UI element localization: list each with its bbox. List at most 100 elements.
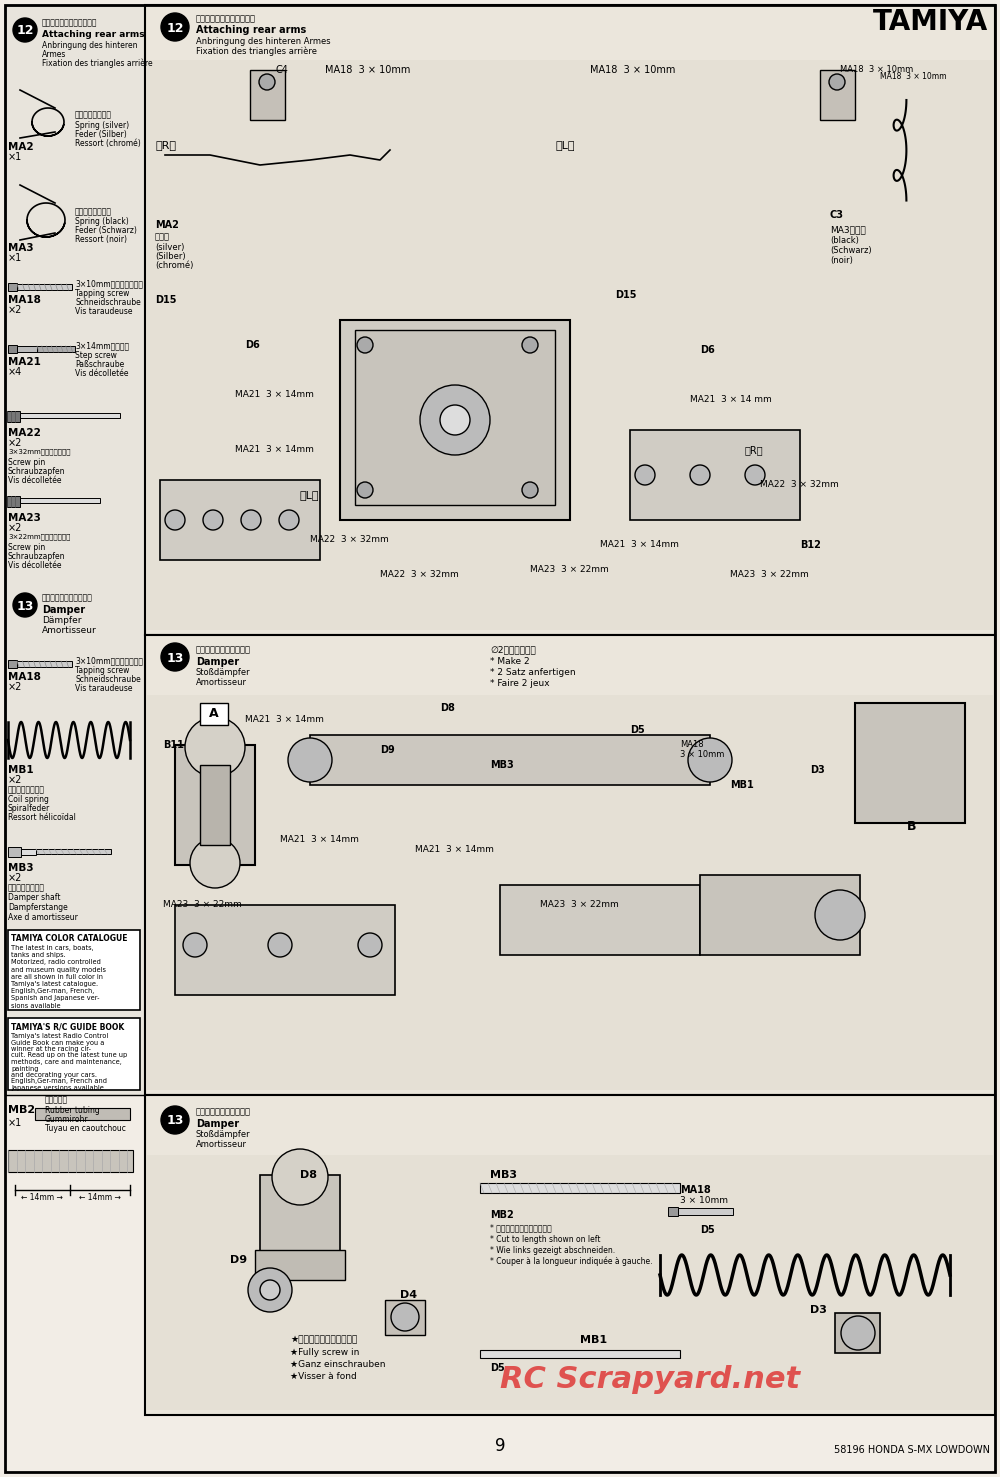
- Text: 3×22mmスクリューピン: 3×22mmスクリューピン: [8, 533, 70, 539]
- Bar: [17, 284, 72, 289]
- Text: Amortisseur: Amortisseur: [196, 1140, 247, 1149]
- Bar: [175, 744, 255, 866]
- Bar: [21, 849, 36, 855]
- Text: Spiralfeder: Spiralfeder: [8, 803, 50, 812]
- Text: Tamiya's latest catalogue.: Tamiya's latest catalogue.: [11, 981, 98, 987]
- Circle shape: [522, 482, 538, 498]
- Bar: [20, 498, 100, 504]
- Text: MA21  3 × 14mm: MA21 3 × 14mm: [600, 541, 679, 549]
- Bar: [8, 660, 17, 668]
- Text: コイルスプリング: コイルスプリング: [8, 784, 45, 795]
- Text: and decorating your cars.: and decorating your cars.: [11, 1072, 97, 1078]
- Text: ×2: ×2: [8, 682, 22, 693]
- Text: English,Ger-man, French and: English,Ger-man, French and: [11, 1078, 107, 1084]
- Text: 9: 9: [495, 1437, 505, 1455]
- Text: ← 14mm →: ← 14mm →: [21, 1193, 63, 1202]
- Text: 3 × 10mm: 3 × 10mm: [680, 1196, 728, 1205]
- Text: * 左図の長さに切りります。: * 左図の長さに切りります。: [490, 1223, 552, 1232]
- Bar: [260, 1176, 340, 1255]
- Circle shape: [420, 385, 490, 455]
- Text: Amortisseur: Amortisseur: [42, 626, 97, 635]
- Text: methods, care and maintenance,: methods, care and maintenance,: [11, 1059, 122, 1065]
- Circle shape: [183, 933, 207, 957]
- Text: Schraubzapfen: Schraubzapfen: [8, 467, 66, 476]
- Text: スプリング（銀）: スプリング（銀）: [75, 109, 112, 120]
- Text: Tamiya's latest Radio Control: Tamiya's latest Radio Control: [11, 1032, 108, 1038]
- Text: MB3: MB3: [490, 1170, 517, 1180]
- Text: D9: D9: [380, 744, 395, 755]
- Bar: [8, 346, 17, 353]
- Text: C4: C4: [275, 65, 288, 75]
- Bar: [500, 885, 700, 956]
- Bar: [5, 4, 145, 1094]
- Text: Axe d amortisseur: Axe d amortisseur: [8, 913, 78, 922]
- Text: Damper: Damper: [196, 1120, 239, 1128]
- Text: D5: D5: [630, 725, 645, 736]
- Bar: [8, 1018, 140, 1090]
- Text: Motorized, radio controlled: Motorized, radio controlled: [11, 960, 101, 966]
- Circle shape: [13, 592, 37, 617]
- Bar: [668, 1207, 678, 1216]
- Text: MA23  3 × 22mm: MA23 3 × 22mm: [540, 899, 619, 908]
- Text: ゴムパイプ: ゴムパイプ: [45, 1094, 68, 1103]
- Text: MA18  3 × 10mm: MA18 3 × 10mm: [590, 65, 675, 75]
- Circle shape: [259, 74, 275, 90]
- Bar: [147, 696, 993, 1090]
- Text: Spanish and Japanese ver-: Spanish and Japanese ver-: [11, 995, 100, 1001]
- Text: D5: D5: [700, 1224, 715, 1235]
- Text: 13: 13: [166, 1115, 184, 1127]
- Text: MB2: MB2: [490, 1210, 514, 1220]
- Text: ×2: ×2: [8, 523, 22, 533]
- Text: Anbringung des hinteren: Anbringung des hinteren: [42, 41, 138, 50]
- Text: 「リヤアームの取り付け」: 「リヤアームの取り付け」: [42, 18, 98, 27]
- Circle shape: [357, 337, 373, 353]
- Text: TAMIYA COLOR CATALOGUE: TAMIYA COLOR CATALOGUE: [11, 933, 128, 942]
- Text: B12: B12: [800, 541, 821, 549]
- Text: MA23  3 × 22mm: MA23 3 × 22mm: [730, 570, 809, 579]
- Text: Tapping screw: Tapping screw: [75, 666, 129, 675]
- Text: Guide Book can make you a: Guide Book can make you a: [11, 1040, 104, 1046]
- Text: Dampferstange: Dampferstange: [8, 902, 68, 911]
- Text: 3×14mm段付ビス: 3×14mm段付ビス: [75, 341, 129, 350]
- Text: Fixation des triangles arrière: Fixation des triangles arrière: [196, 47, 317, 56]
- Text: MA22: MA22: [8, 428, 41, 439]
- Text: Screw pin: Screw pin: [8, 458, 45, 467]
- Text: Gummirohr: Gummirohr: [45, 1115, 89, 1124]
- Text: MA18  3 × 10mm: MA18 3 × 10mm: [880, 72, 946, 81]
- Text: MB1: MB1: [8, 765, 34, 775]
- Bar: [8, 931, 140, 1010]
- Text: and museum quality models: and museum quality models: [11, 966, 106, 972]
- Text: ★Fully screw in: ★Fully screw in: [290, 1349, 359, 1357]
- Circle shape: [357, 482, 373, 498]
- Text: MA3（黒）: MA3（黒）: [830, 225, 866, 233]
- Text: Vis taraudeuse: Vis taraudeuse: [75, 307, 132, 316]
- Text: MA18: MA18: [8, 672, 41, 682]
- Text: （L）: （L）: [300, 490, 320, 501]
- Text: スプリング（黒）: スプリング（黒）: [75, 207, 112, 216]
- Text: (chromé): (chromé): [155, 261, 193, 270]
- Text: MA3: MA3: [8, 244, 34, 253]
- Text: （R）: （R）: [745, 445, 764, 455]
- Text: cuit. Read up on the latest tune up: cuit. Read up on the latest tune up: [11, 1053, 127, 1059]
- Text: ← 14mm →: ← 14mm →: [79, 1193, 121, 1202]
- Text: ×2: ×2: [8, 775, 22, 784]
- Text: 「ダンパーの組み立て」: 「ダンパーの組み立て」: [42, 592, 93, 603]
- Circle shape: [358, 933, 382, 957]
- Text: D15: D15: [615, 289, 637, 300]
- Bar: [35, 1108, 130, 1120]
- Bar: [250, 69, 285, 120]
- Text: 「ダンパーの組み立て」: 「ダンパーの組み立て」: [196, 1106, 251, 1117]
- Bar: [310, 736, 710, 784]
- Bar: [17, 346, 37, 352]
- Text: MA18: MA18: [680, 1185, 711, 1195]
- Bar: [480, 1183, 680, 1193]
- Text: Stoßdämpfer: Stoßdämpfer: [196, 1130, 251, 1139]
- Text: Vis taraudeuse: Vis taraudeuse: [75, 684, 132, 693]
- Text: Dämpfer: Dämpfer: [42, 616, 82, 625]
- Text: （銀）: （銀）: [155, 232, 170, 241]
- Bar: [835, 1313, 880, 1353]
- Text: RC Scrapyard.net: RC Scrapyard.net: [500, 1366, 800, 1394]
- Text: MA22  3 × 32mm: MA22 3 × 32mm: [760, 480, 839, 489]
- Circle shape: [185, 716, 245, 777]
- Circle shape: [288, 738, 332, 781]
